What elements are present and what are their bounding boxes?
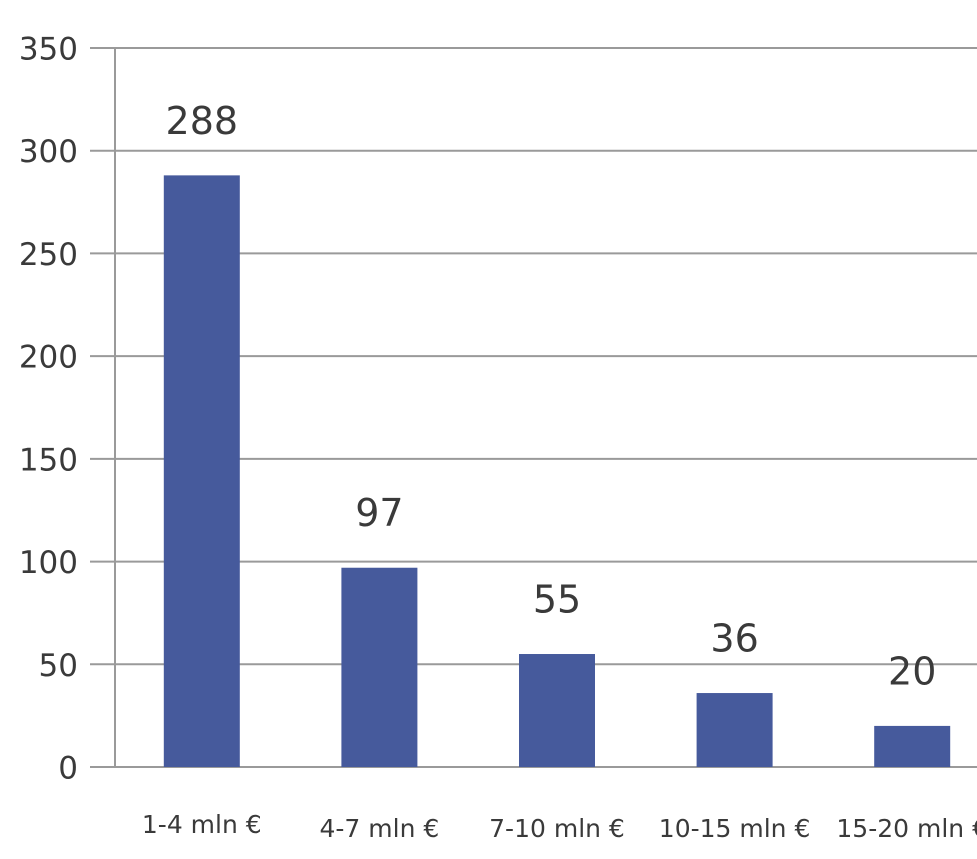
x-tick-label: 1-4 mln € (142, 810, 262, 839)
bar (874, 725, 951, 767)
value-label: 20 (888, 649, 936, 693)
bar (519, 654, 595, 767)
value-label: 36 (710, 617, 758, 661)
y-tick-label: 200 (19, 340, 78, 376)
y-tick-label: 50 (39, 648, 78, 684)
y-tick-label: 0 (58, 751, 78, 787)
x-tick-label: 4-7 mln € (320, 814, 440, 843)
y-tick-label: 250 (19, 237, 78, 273)
value-label: 55 (533, 578, 581, 622)
value-label: 288 (166, 99, 239, 143)
y-tick-label: 350 (19, 32, 78, 68)
x-tick-label: 15-20 mln € (836, 814, 977, 843)
y-tick-label: 100 (19, 545, 78, 581)
bar (696, 693, 773, 767)
y-tick-label: 150 (19, 442, 78, 478)
y-tick-label: 300 (19, 134, 78, 170)
bar (163, 175, 240, 767)
value-label: 97 (355, 491, 403, 535)
bar (341, 567, 418, 767)
x-tick-label: 10-15 mln € (659, 814, 811, 843)
x-tick-label: 7-10 mln € (489, 814, 625, 843)
